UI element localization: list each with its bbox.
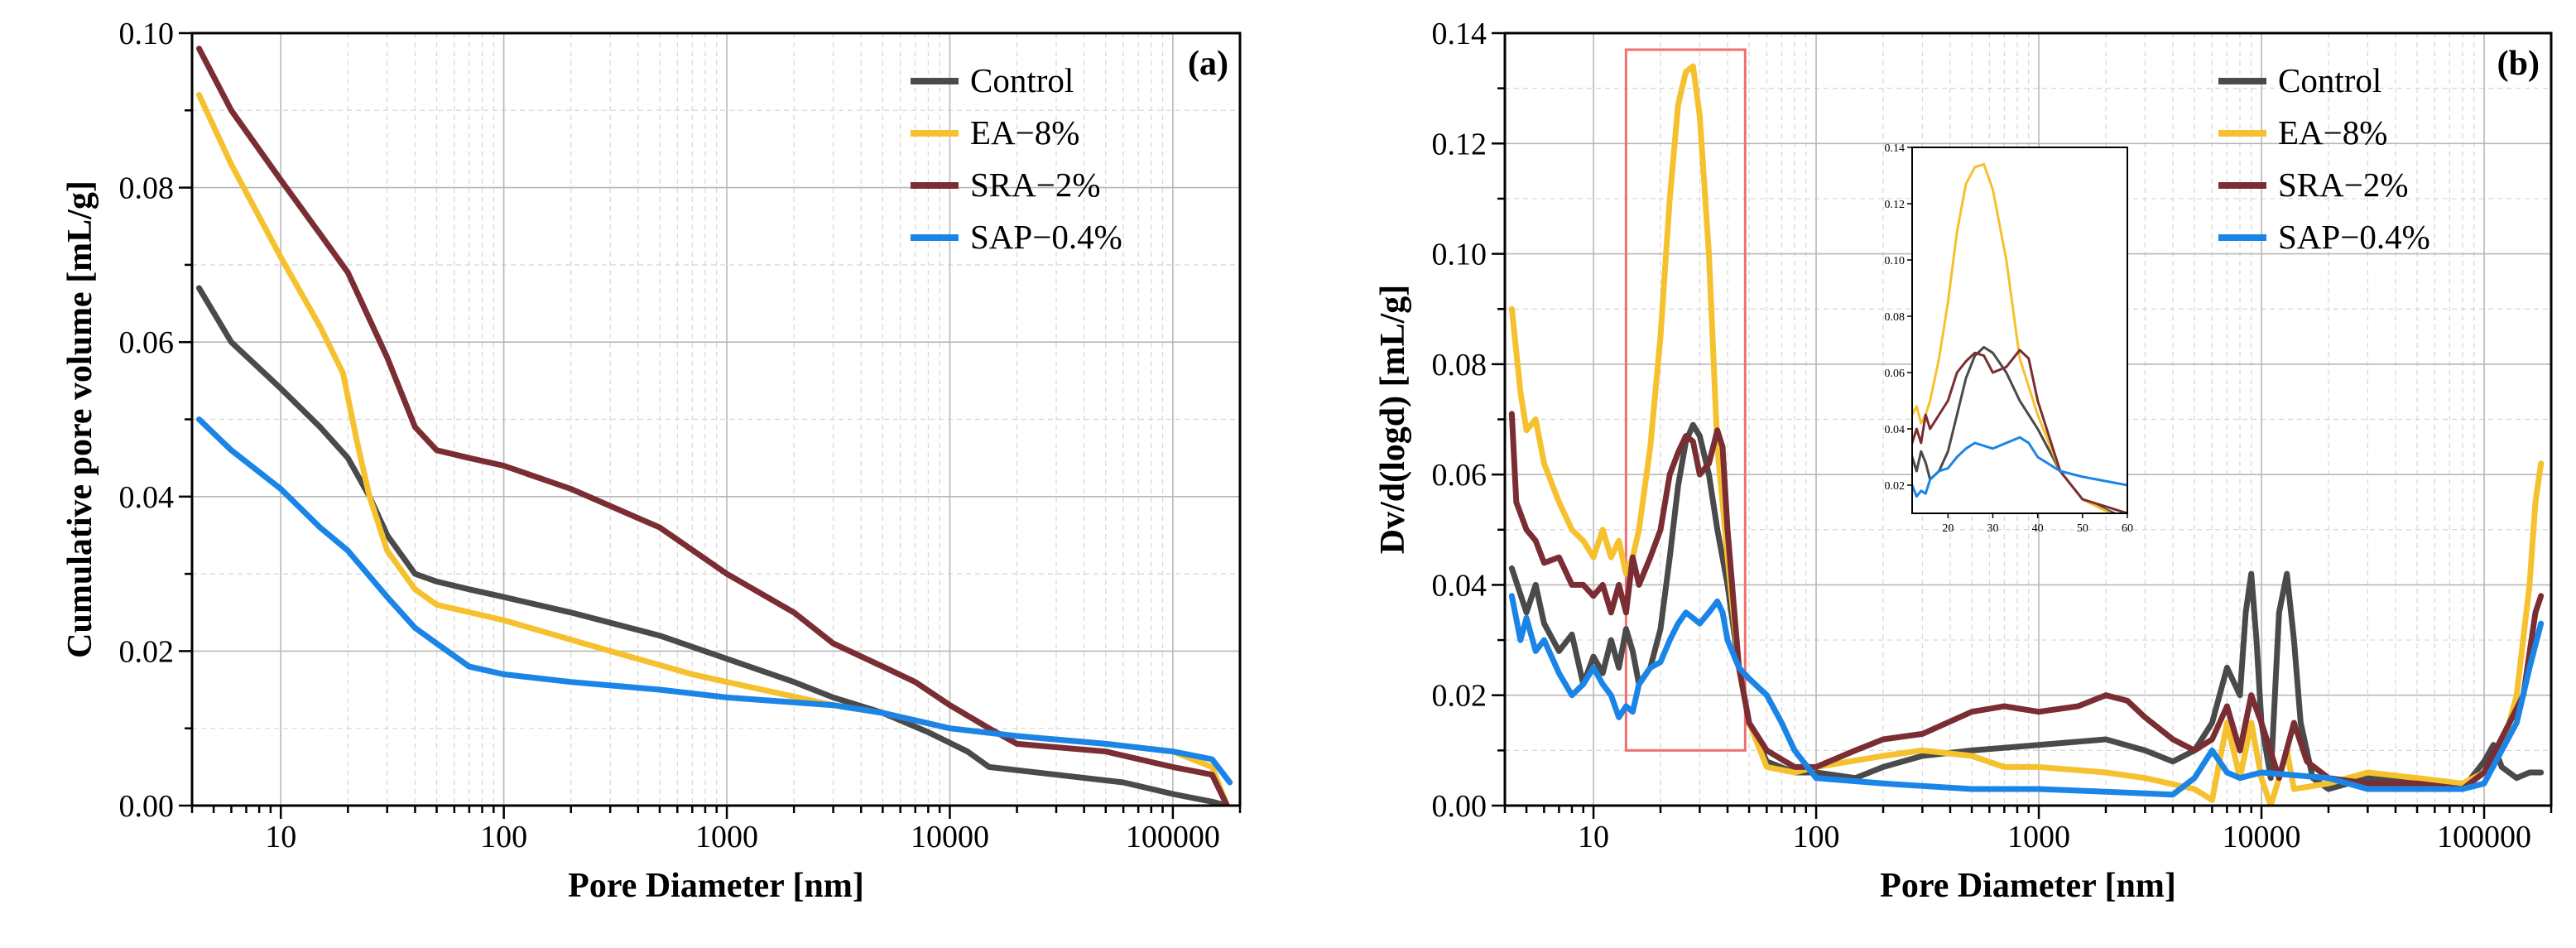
y-tick-label: 0.02	[1432, 679, 1487, 714]
inset-y-tick-label: 0.12	[1885, 199, 1906, 211]
inset-y-tick-label: 0.04	[1885, 424, 1906, 436]
x-tick-label: 10000	[911, 820, 989, 854]
y-tick-label: 0.00	[119, 789, 175, 824]
x-tick-label: 100	[1793, 820, 1840, 854]
x-tick-label: 10000	[2223, 820, 2301, 854]
legend: Control EA−8% SRA−2% SAP−0.4%	[2218, 61, 2430, 256]
inset-x-tick-label: 30	[1987, 522, 1999, 535]
panel-label: (b)	[2497, 45, 2540, 83]
inset-x-tick-label: 20	[1942, 522, 1954, 535]
y-tick-label: 0.02	[119, 634, 175, 669]
legend-label-2: SRA−2%	[2278, 166, 2409, 204]
inset-y-tick-label: 0.08	[1885, 311, 1906, 324]
inset-x-tick-label: 50	[2077, 522, 2088, 535]
inset-x-tick-label: 60	[2122, 522, 2133, 535]
highlight-box	[1624, 48, 1747, 752]
y-tick-label: 0.10	[119, 17, 175, 51]
inset-frame	[1911, 147, 2128, 514]
y-axis-title: Cumulative pore volume [mL/g]	[61, 180, 99, 658]
x-tick-label: 1000	[695, 820, 758, 854]
x-tick-label: 100000	[1126, 820, 1220, 854]
x-tick-label: 10	[265, 820, 296, 854]
inset-x-tick-label: 40	[2032, 522, 2044, 535]
legend-label-3: SAP−0.4%	[970, 218, 1122, 256]
y-tick-label: 0.14	[1432, 17, 1487, 51]
y-tick-label: 0.06	[119, 325, 175, 360]
legend-label-2: SRA−2%	[970, 166, 1101, 204]
panel-b: 10 100 1000 10000 100000 0.00 0.02 0.04 0.06 0.08…	[1374, 17, 2553, 905]
x-tick-label: 1000	[2007, 820, 2070, 854]
legend: Control EA−8% SRA−2% SAP−0.4%	[911, 61, 1122, 256]
series-line-1	[1508, 63, 2545, 806]
y-tick-label: 0.12	[1432, 127, 1487, 161]
series-line-3	[1508, 593, 2545, 798]
legend-label-1: EA−8%	[2278, 113, 2387, 152]
inset-y-tick-label: 0.14	[1885, 142, 1906, 155]
legend-label-0: Control	[970, 61, 1074, 99]
inset-series-line-3	[1912, 436, 2127, 498]
series-line-3	[196, 416, 1233, 786]
series-line-2	[196, 46, 1230, 806]
y-tick-label: 0.04	[1432, 568, 1487, 603]
x-tick-label: 100000	[2437, 820, 2531, 854]
y-tick-label: 0.00	[1432, 789, 1487, 824]
inset-chart: 20 30 40 50 60 0.02 0.04 0.06 0.08 0.10 0.12 0.14	[1885, 142, 2134, 535]
legend-label-1: EA−8%	[970, 113, 1079, 152]
inset-y-tick-label: 0.02	[1885, 480, 1906, 493]
panel-label: (a)	[1188, 45, 1228, 83]
x-tick-label: 100	[480, 820, 527, 854]
y-tick-label: 0.08	[1432, 348, 1487, 383]
panel-a: 10 100 1000 10000 100000 0.00 0.02 0.04 0.06 0.08…	[61, 17, 1242, 905]
legend-label-0: Control	[2278, 61, 2381, 99]
y-tick-label: 0.10	[1432, 238, 1487, 272]
y-tick-label: 0.08	[119, 171, 175, 206]
x-axis-title: Pore Diameter [nm]	[1880, 867, 2176, 905]
inset-series-line-0	[1912, 345, 2118, 513]
inset-y-tick-label: 0.10	[1885, 255, 1906, 267]
x-axis-title: Pore Diameter [nm]	[568, 867, 864, 905]
series-line-0	[196, 285, 1230, 806]
y-axis-title: Dv/d(logd) [mL/g]	[1374, 285, 1412, 555]
x-tick-label: 10	[1578, 820, 1609, 854]
legend-label-3: SAP−0.4%	[2278, 218, 2430, 256]
y-tick-label: 0.04	[119, 480, 175, 515]
inset-y-tick-label: 0.06	[1885, 368, 1906, 380]
y-tick-label: 0.06	[1432, 458, 1487, 493]
